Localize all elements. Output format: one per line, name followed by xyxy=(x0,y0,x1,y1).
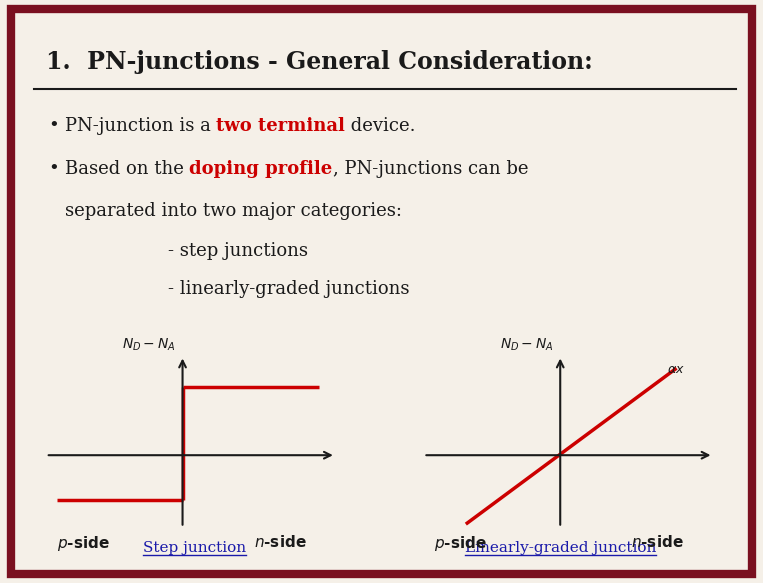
Text: Based on the: Based on the xyxy=(65,160,189,178)
Text: , PN-junctions can be: , PN-junctions can be xyxy=(333,160,528,178)
Text: - linearly-graded junctions: - linearly-graded junctions xyxy=(168,280,410,298)
Text: •: • xyxy=(48,160,59,178)
Text: $\it{p}$-side: $\it{p}$-side xyxy=(56,535,110,553)
Text: 1.  PN-junctions - General Consideration:: 1. PN-junctions - General Consideration: xyxy=(46,50,593,73)
Text: $\it{p}$-side: $\it{p}$-side xyxy=(434,535,488,553)
Text: device.: device. xyxy=(346,117,416,135)
Text: Linearly-graded junction: Linearly-graded junction xyxy=(465,541,656,555)
Text: $\it{n}$-side: $\it{n}$-side xyxy=(631,535,684,550)
Text: $N_D-N_A$: $N_D-N_A$ xyxy=(500,337,554,353)
Text: - step junctions: - step junctions xyxy=(168,242,307,260)
Text: Step junction: Step junction xyxy=(143,541,246,555)
Text: $\alpha x$: $\alpha x$ xyxy=(667,363,684,376)
Text: $N_D-N_A$: $N_D-N_A$ xyxy=(122,337,176,353)
Text: PN-junction is a: PN-junction is a xyxy=(65,117,217,135)
Text: two terminal: two terminal xyxy=(217,117,346,135)
Text: separated into two major categories:: separated into two major categories: xyxy=(65,202,402,220)
Text: •: • xyxy=(48,117,59,135)
Text: $\it{n}$-side: $\it{n}$-side xyxy=(253,535,307,550)
Text: doping profile: doping profile xyxy=(189,160,333,178)
